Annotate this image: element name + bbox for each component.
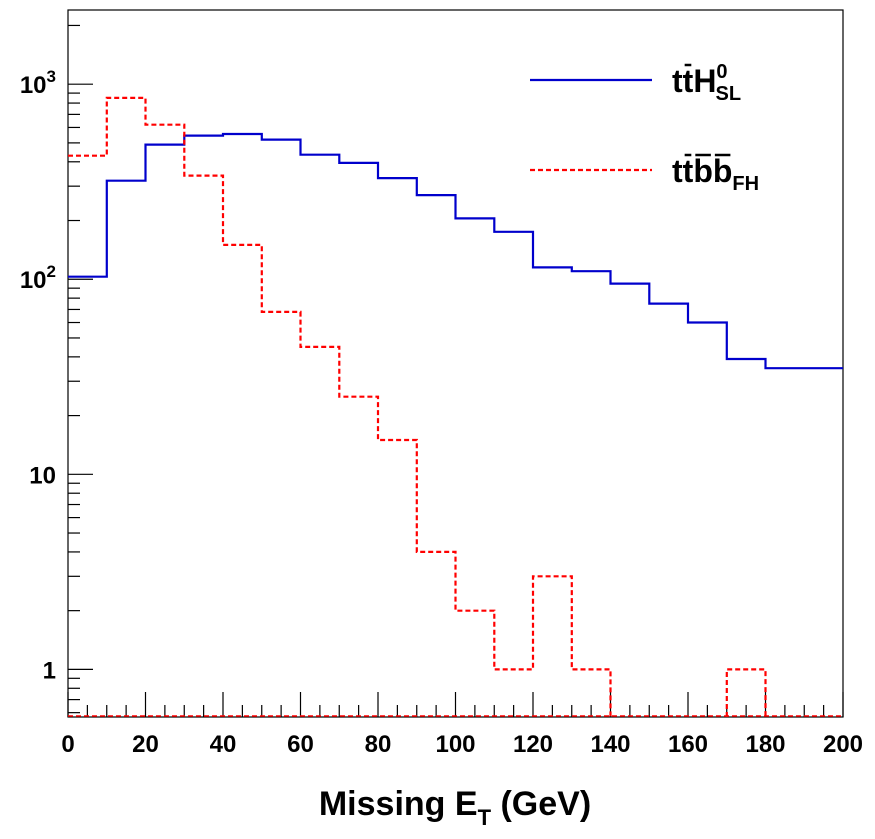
x-tick-label: 120 — [513, 731, 553, 758]
x-tick-label: 140 — [590, 731, 630, 758]
svg-text:ttbbFH: ttbbFH — [672, 153, 759, 195]
series-line-2 — [68, 96, 612, 717]
y-tick-label: 1 — [43, 657, 56, 684]
x-axis-title: Missing ET (GeV) — [319, 785, 591, 830]
x-tick-label: 100 — [435, 731, 475, 758]
x-tick-label: 160 — [668, 731, 708, 758]
series-line-2 — [725, 668, 767, 717]
series-line-1 — [68, 132, 843, 370]
x-tick-label: 180 — [745, 731, 785, 758]
x-tick-label: 0 — [61, 731, 74, 758]
series-group — [68, 96, 843, 717]
legend-label-2: ttbbFH — [672, 153, 759, 195]
x-tick-label: 40 — [210, 731, 237, 758]
x-tick-label: 60 — [287, 731, 314, 758]
plot-frame — [67, 9, 844, 718]
legend-label-1: ttH0 SL — [672, 61, 741, 105]
x-tick-label: 80 — [365, 731, 392, 758]
x-tick-label: 20 — [132, 731, 159, 758]
x-tick-label: 200 — [823, 731, 863, 758]
legend: ttH0 SL ttbbFH — [530, 61, 759, 195]
y-tick-label: 103 — [20, 67, 56, 99]
y-tick-label: 102 — [20, 262, 56, 294]
y-tick-label: 10 — [29, 462, 56, 489]
